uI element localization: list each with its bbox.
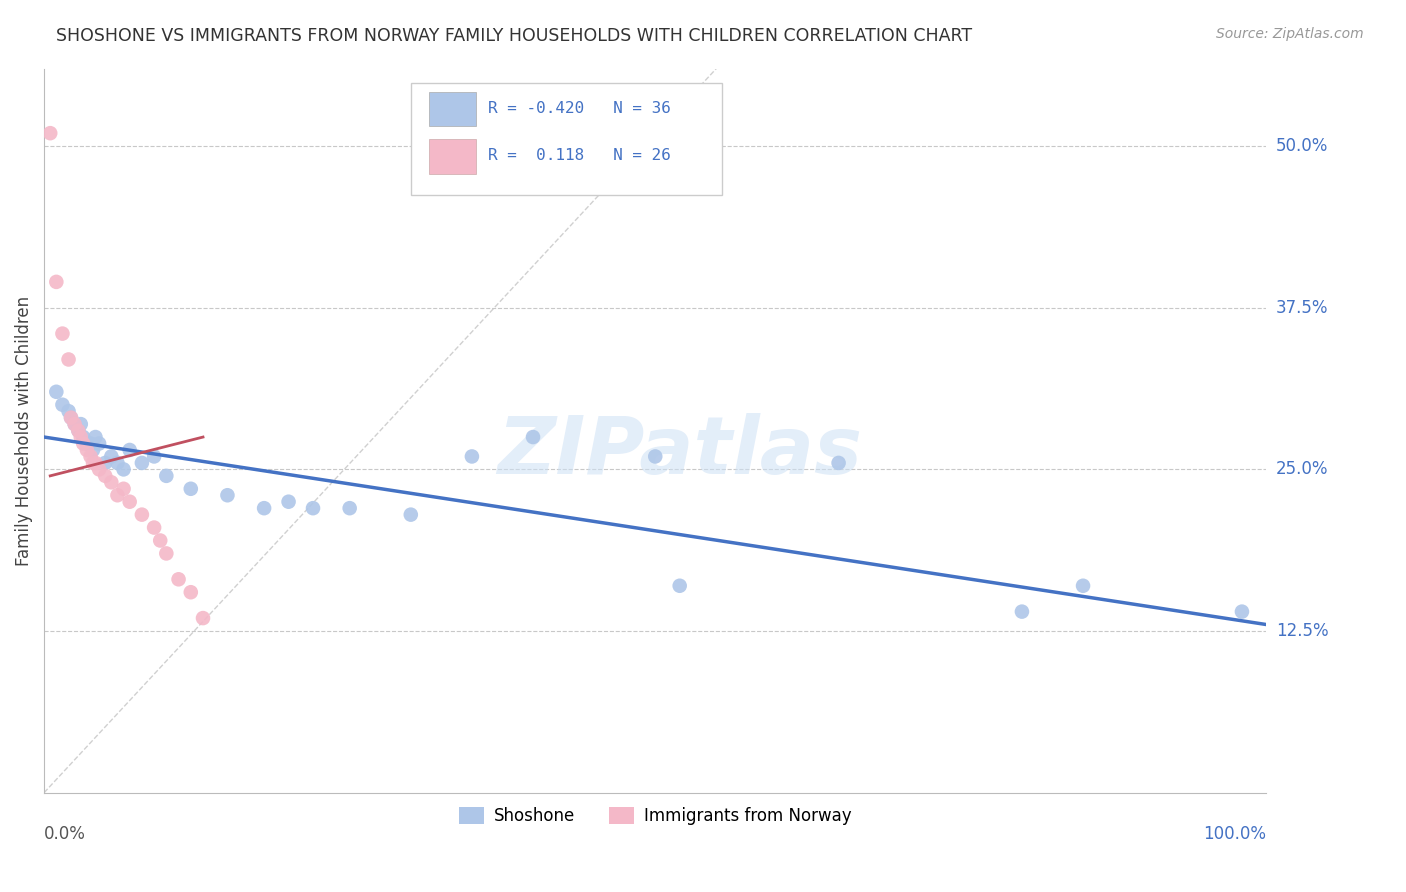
Point	[84, 430, 107, 444]
Point	[668, 579, 690, 593]
Point	[100, 450, 122, 464]
Point	[76, 442, 98, 457]
Point	[131, 508, 153, 522]
Text: ZIPatlas: ZIPatlas	[498, 413, 862, 491]
Point	[155, 546, 177, 560]
Point	[69, 430, 91, 444]
Point	[339, 501, 361, 516]
Point	[143, 450, 166, 464]
Point	[87, 462, 110, 476]
Point	[67, 424, 90, 438]
Point	[58, 352, 80, 367]
Point	[167, 572, 190, 586]
Point	[39, 126, 62, 140]
Point	[82, 442, 104, 457]
Point	[58, 404, 80, 418]
Point	[118, 494, 141, 508]
Point	[100, 475, 122, 490]
Text: R = -0.420   N = 36: R = -0.420 N = 36	[488, 101, 671, 116]
Point	[180, 482, 202, 496]
Point	[69, 417, 91, 431]
Text: 100.0%: 100.0%	[1204, 825, 1267, 843]
FancyBboxPatch shape	[411, 83, 723, 195]
Text: 50.0%: 50.0%	[1277, 137, 1329, 155]
Text: SHOSHONE VS IMMIGRANTS FROM NORWAY FAMILY HOUSEHOLDS WITH CHILDREN CORRELATION C: SHOSHONE VS IMMIGRANTS FROM NORWAY FAMIL…	[56, 27, 973, 45]
Point	[84, 456, 107, 470]
Point	[253, 501, 276, 516]
Point	[461, 450, 484, 464]
Point	[155, 468, 177, 483]
Point	[94, 456, 117, 470]
FancyBboxPatch shape	[429, 92, 475, 127]
Point	[131, 456, 153, 470]
Point	[79, 436, 101, 450]
Point	[180, 585, 202, 599]
Point	[76, 436, 98, 450]
Point	[644, 450, 666, 464]
Point	[45, 384, 67, 399]
Point	[94, 468, 117, 483]
Point	[277, 494, 299, 508]
Point	[1071, 579, 1094, 593]
Point	[45, 275, 67, 289]
Text: 0.0%: 0.0%	[44, 825, 86, 843]
Point	[217, 488, 239, 502]
Y-axis label: Family Households with Children: Family Households with Children	[15, 295, 32, 566]
Point	[302, 501, 325, 516]
FancyBboxPatch shape	[429, 139, 475, 174]
Point	[72, 436, 94, 450]
Point	[1011, 605, 1033, 619]
Point	[63, 417, 86, 431]
Point	[522, 430, 544, 444]
Point	[59, 410, 82, 425]
Text: 12.5%: 12.5%	[1277, 622, 1329, 640]
Point	[87, 436, 110, 450]
Point	[149, 533, 172, 548]
Point	[107, 488, 129, 502]
Text: 37.5%: 37.5%	[1277, 299, 1329, 317]
Point	[827, 456, 849, 470]
Point	[112, 462, 135, 476]
Text: Source: ZipAtlas.com: Source: ZipAtlas.com	[1216, 27, 1364, 41]
Point	[107, 456, 129, 470]
Point	[112, 482, 135, 496]
Point	[51, 326, 73, 341]
Point	[143, 520, 166, 534]
Point	[63, 417, 86, 431]
Point	[1230, 605, 1253, 619]
Point	[191, 611, 214, 625]
Legend: Shoshone, Immigrants from Norway: Shoshone, Immigrants from Norway	[453, 800, 858, 831]
Point	[79, 450, 101, 464]
Point	[59, 410, 82, 425]
Point	[82, 456, 104, 470]
Text: R =  0.118   N = 26: R = 0.118 N = 26	[488, 148, 671, 163]
Point	[118, 442, 141, 457]
Point	[72, 430, 94, 444]
Text: 25.0%: 25.0%	[1277, 460, 1329, 478]
Point	[51, 398, 73, 412]
Point	[67, 424, 90, 438]
Point	[399, 508, 422, 522]
